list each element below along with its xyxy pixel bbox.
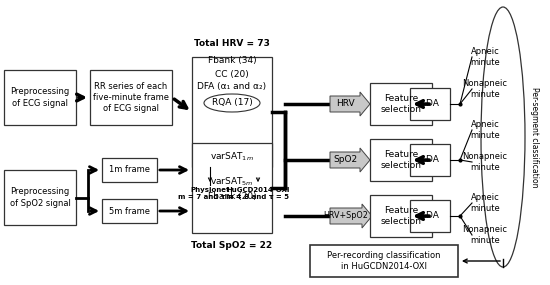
FancyBboxPatch shape <box>102 199 157 223</box>
Text: 1m frame: 1m frame <box>109 166 150 174</box>
Text: Feature
selection: Feature selection <box>381 94 421 114</box>
Text: HRV+SpO2: HRV+SpO2 <box>323 211 368 221</box>
Text: Nonapneic
minute: Nonapneic minute <box>463 225 508 245</box>
Text: DFA (α₁ and α₂): DFA (α₁ and α₂) <box>197 82 267 91</box>
Text: Total HRV = 73: Total HRV = 73 <box>194 39 270 48</box>
Text: HRV: HRV <box>336 99 354 109</box>
Text: Nonapneic
minute: Nonapneic minute <box>463 152 508 172</box>
FancyBboxPatch shape <box>4 170 76 225</box>
FancyBboxPatch shape <box>102 158 157 182</box>
FancyBboxPatch shape <box>410 200 450 232</box>
FancyBboxPatch shape <box>370 195 432 237</box>
Text: LDA: LDA <box>421 211 439 221</box>
Text: Preprocessing
of ECG signal: Preprocessing of ECG signal <box>10 87 70 107</box>
Text: 5m frame: 5m frame <box>109 207 150 215</box>
FancyBboxPatch shape <box>410 88 450 120</box>
FancyBboxPatch shape <box>4 70 76 125</box>
Text: LDA: LDA <box>421 156 439 164</box>
FancyBboxPatch shape <box>192 143 272 233</box>
Text: varSAT$_{5m}$: varSAT$_{5m}$ <box>210 176 254 188</box>
Text: Fbank (34): Fbank (34) <box>208 56 256 66</box>
Text: Physionet
m = 7 and τ = 4: Physionet m = 7 and τ = 4 <box>178 187 241 200</box>
Text: LDA: LDA <box>421 99 439 109</box>
Polygon shape <box>330 204 372 228</box>
Text: Per-segment classification: Per-segment classification <box>530 87 538 187</box>
Text: Feature
selection: Feature selection <box>381 206 421 226</box>
FancyBboxPatch shape <box>192 57 272 167</box>
Text: Apneic
minute: Apneic minute <box>470 193 500 213</box>
FancyBboxPatch shape <box>370 139 432 181</box>
Text: Nonapneic
minute: Nonapneic minute <box>463 79 508 99</box>
FancyBboxPatch shape <box>410 144 450 176</box>
Text: RR series of each
five-minute frame
of ECG signal: RR series of each five-minute frame of E… <box>93 82 169 113</box>
Text: Apneic
minute: Apneic minute <box>470 120 500 140</box>
FancyBboxPatch shape <box>370 83 432 125</box>
Text: Fbank (20): Fbank (20) <box>208 192 256 201</box>
Text: RQA (17): RQA (17) <box>212 99 252 107</box>
FancyBboxPatch shape <box>90 70 172 125</box>
Text: Preprocessing
of SpO2 signal: Preprocessing of SpO2 signal <box>9 188 70 207</box>
Text: Apneic
minute: Apneic minute <box>470 47 500 67</box>
Text: Feature
selection: Feature selection <box>381 150 421 170</box>
Text: HuGCD2014-OXI
m = 8 and τ = 5: HuGCD2014-OXI m = 8 and τ = 5 <box>226 187 290 200</box>
Text: Per-recording classification
in HuGCDN2014-OXI: Per-recording classification in HuGCDN20… <box>327 251 441 271</box>
Polygon shape <box>330 92 370 116</box>
Text: SpO2: SpO2 <box>333 156 357 164</box>
Text: CC (20): CC (20) <box>215 70 249 78</box>
Ellipse shape <box>481 7 525 267</box>
Polygon shape <box>330 148 370 172</box>
Text: Total SpO2 = 22: Total SpO2 = 22 <box>191 241 273 250</box>
Text: varSAT$_{1m}$: varSAT$_{1m}$ <box>210 151 254 163</box>
FancyBboxPatch shape <box>310 245 458 277</box>
Ellipse shape <box>204 94 260 112</box>
